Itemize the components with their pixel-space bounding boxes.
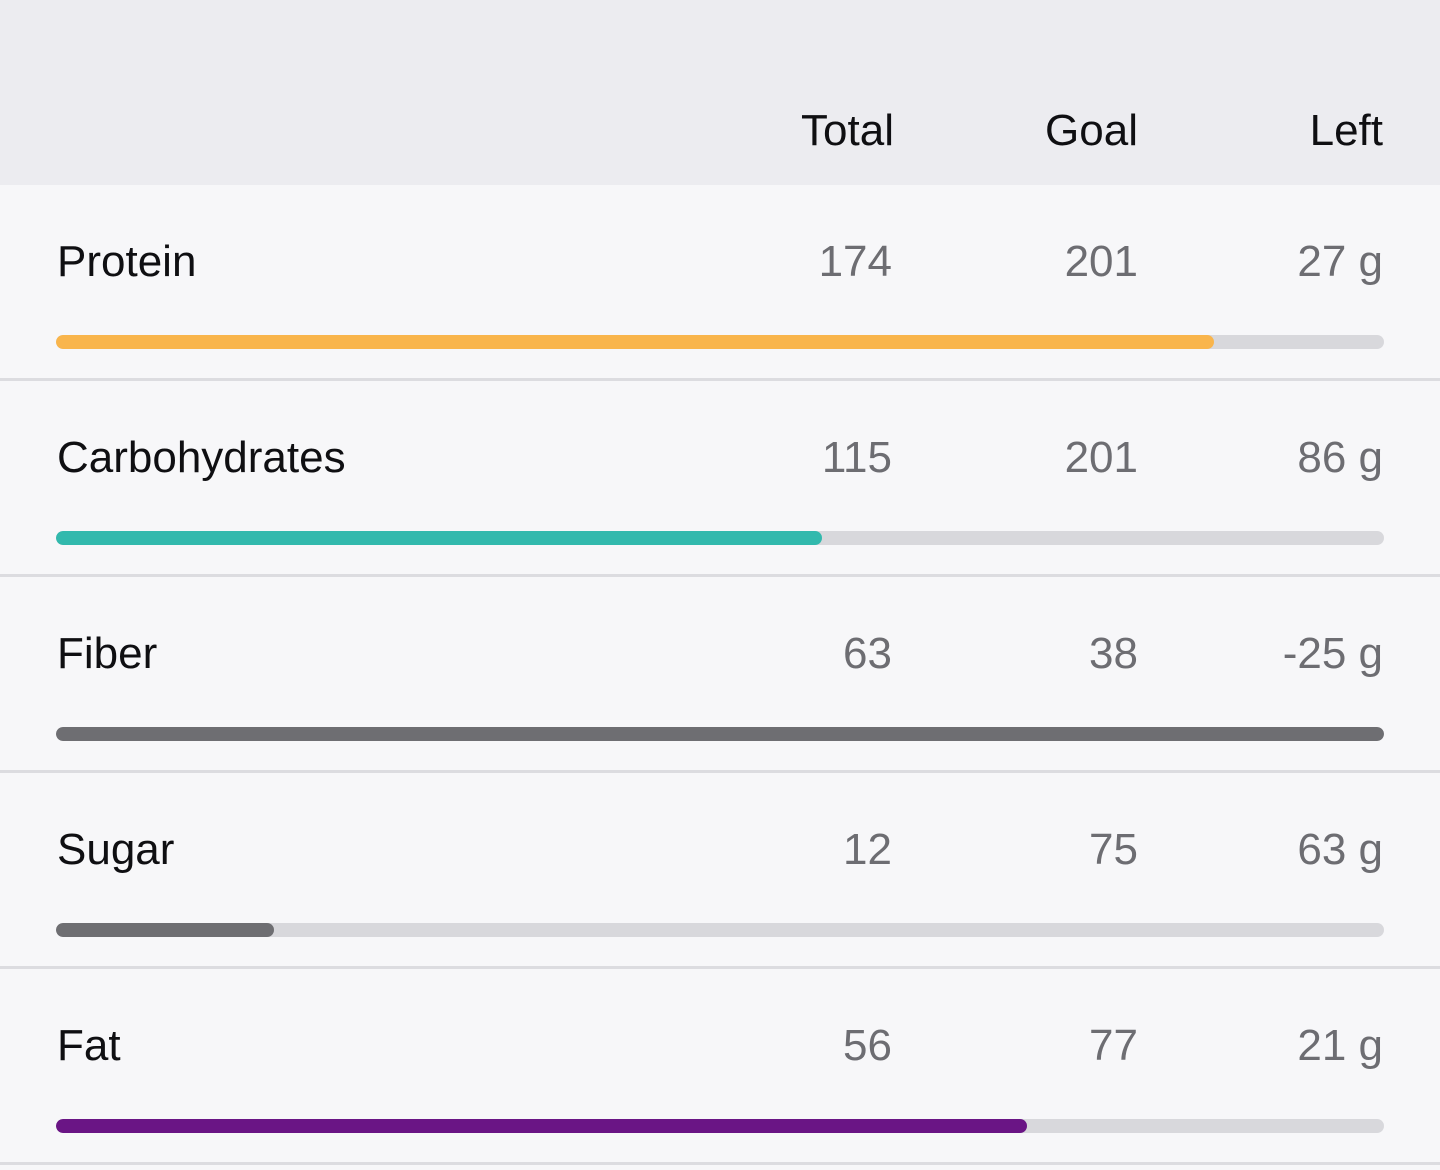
- nutrient-row-fat[interactable]: Fat 56 77 21 g: [0, 969, 1440, 1165]
- progress-fill: [56, 1119, 1027, 1133]
- nutrient-total: 63: [843, 629, 892, 678]
- header-total: Total: [801, 106, 894, 155]
- nutrient-row-fiber[interactable]: Fiber 63 38 -25 g: [0, 577, 1440, 773]
- nutrient-name: Carbohydrates: [57, 433, 346, 482]
- nutrient-left: 86 g: [1297, 433, 1383, 482]
- progress-fill: [56, 727, 1384, 741]
- column-header: Total Goal Left: [0, 0, 1440, 185]
- progress-track: [56, 335, 1384, 349]
- nutrient-goal: 77: [1089, 1021, 1138, 1070]
- nutrient-row-protein[interactable]: Protein 174 201 27 g: [0, 185, 1440, 381]
- nutrient-name: Sugar: [57, 825, 175, 874]
- progress-fill: [56, 923, 274, 937]
- nutrient-left: -25 g: [1282, 629, 1383, 678]
- header-goal: Goal: [1045, 106, 1138, 155]
- nutrient-left: 21 g: [1297, 1021, 1383, 1070]
- nutrient-row-sugar[interactable]: Sugar 12 75 63 g: [0, 773, 1440, 969]
- nutrient-name: Protein: [57, 237, 197, 286]
- nutrient-goal: 38: [1089, 629, 1138, 678]
- progress-track: [56, 923, 1384, 937]
- progress-track: [56, 727, 1384, 741]
- nutrient-total: 174: [818, 237, 892, 286]
- nutrient-goal: 75: [1089, 825, 1138, 874]
- progress-fill: [56, 531, 823, 545]
- nutrient-list: Protein 174 201 27 g Carbohydrates 115 2…: [0, 185, 1440, 1165]
- progress-track: [56, 1119, 1384, 1133]
- nutrient-goal: 201: [1064, 237, 1138, 286]
- nutrient-total: 115: [821, 433, 892, 482]
- nutrient-name: Fat: [57, 1021, 121, 1070]
- nutrient-left: 27 g: [1297, 237, 1383, 286]
- nutrient-name: Fiber: [57, 629, 158, 678]
- nutrient-left: 63 g: [1297, 825, 1383, 874]
- header-left: Left: [1309, 106, 1383, 155]
- nutrient-goal: 201: [1064, 433, 1138, 482]
- progress-track: [56, 531, 1384, 545]
- nutrient-total: 56: [843, 1021, 892, 1070]
- nutrient-total: 12: [843, 825, 892, 874]
- progress-fill: [56, 335, 1215, 349]
- nutrient-row-carbohydrates[interactable]: Carbohydrates 115 201 86 g: [0, 381, 1440, 577]
